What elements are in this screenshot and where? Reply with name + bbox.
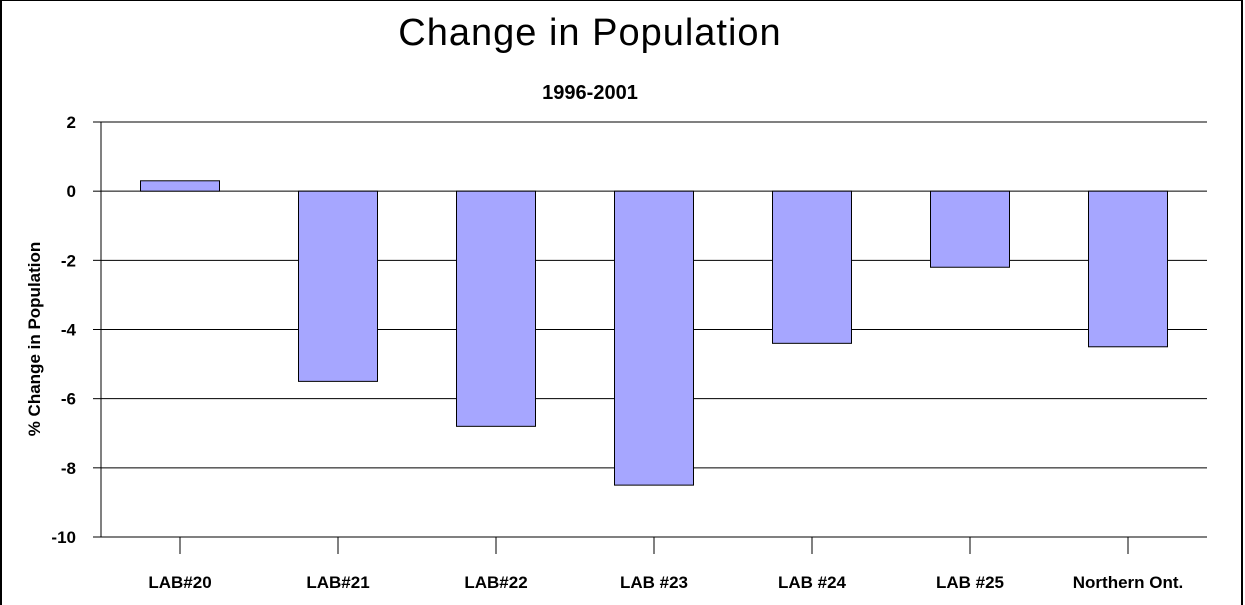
y-tick-label: -8 bbox=[61, 459, 76, 478]
x-tick-label: LAB #23 bbox=[620, 573, 688, 592]
y-tick-label: -4 bbox=[61, 321, 77, 340]
bar bbox=[456, 190, 536, 427]
x-tick-label: LAB#20 bbox=[148, 573, 211, 592]
bar bbox=[1088, 190, 1168, 348]
y-tick-label: -2 bbox=[61, 251, 76, 270]
x-tick-label: LAB #24 bbox=[778, 573, 847, 592]
chart-subtitle: 1996-2001 bbox=[542, 82, 638, 104]
bars bbox=[140, 180, 1168, 486]
bar bbox=[772, 190, 852, 344]
x-tick-label: LAB#22 bbox=[464, 573, 527, 592]
y-tick-label: 2 bbox=[67, 113, 76, 132]
x-tick-label: Northern Ont. bbox=[1073, 573, 1184, 592]
axes bbox=[93, 121, 1207, 554]
bar bbox=[930, 190, 1010, 268]
x-tick-label: LAB#21 bbox=[306, 573, 369, 592]
x-tick-label: LAB #25 bbox=[936, 573, 1004, 592]
y-tick-label: -6 bbox=[61, 390, 76, 409]
y-tick-label: 0 bbox=[67, 182, 76, 201]
y-axis-label: % Change in Population bbox=[25, 242, 44, 437]
bar bbox=[614, 190, 694, 486]
chart-title: Change in Population bbox=[398, 12, 781, 54]
bar bbox=[140, 180, 220, 192]
bar bbox=[298, 190, 378, 382]
y-tick-label: -10 bbox=[51, 528, 76, 547]
tick-labels: 2 0 -2 -4 -6 -8 -10 LAB#20 LAB#21 LAB#22 LAB #23 LA… bbox=[51, 113, 1183, 592]
